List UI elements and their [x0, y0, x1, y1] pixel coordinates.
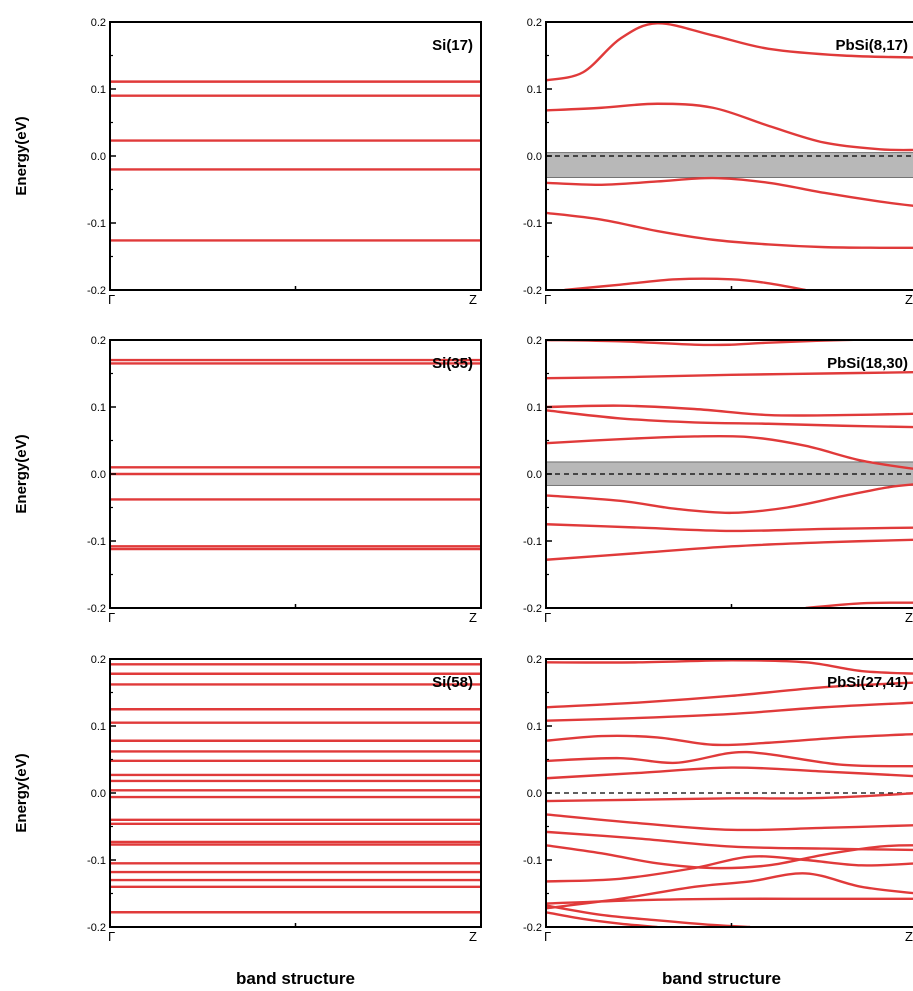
plot-area: [110, 358, 481, 551]
band-line-3: [546, 404, 913, 417]
band-line-13: [546, 897, 913, 905]
panel-4: 0.2 0.1 0.0 -0.1 -0.2Γ Z PbSi(18,30): [523, 335, 913, 625]
band-line-12: [546, 872, 913, 910]
band-line-1: [546, 340, 909, 347]
band-line-1: [546, 659, 913, 675]
y-tick-label: -0.2: [523, 285, 542, 297]
y-tick-label: -0.2: [87, 285, 106, 297]
kpoint-label-gamma: Γ: [544, 929, 551, 944]
kpoint-label-z: Z: [469, 610, 477, 625]
band-line-4: [546, 409, 913, 429]
y-tick-label: -0.1: [523, 536, 542, 548]
band-line-1: [546, 22, 913, 82]
x-axis-title: band structure: [236, 969, 355, 988]
y-tick-label: 0.2: [91, 335, 106, 347]
y-tick-label: 0.2: [91, 17, 106, 29]
plot-area: [546, 659, 913, 927]
y-tick-label: 0.1: [91, 84, 106, 96]
band-line-2: [546, 681, 913, 709]
y-tick-label: 0.2: [91, 654, 106, 666]
y-tick-label: 0.2: [527, 17, 542, 29]
band-line-8: [546, 538, 913, 561]
band-line-5: [564, 277, 806, 290]
band-line-15: [546, 911, 658, 927]
kpoint-label-gamma: Γ: [108, 610, 115, 625]
y-tick-label: 0.0: [527, 151, 542, 163]
y-tick-label: 0.0: [91, 788, 106, 800]
band-line-3: [546, 701, 913, 722]
y-tick-label: -0.2: [523, 603, 542, 615]
band-line-7: [546, 792, 913, 803]
axes-frame: [109, 21, 482, 291]
kpoint-label-z: Z: [905, 292, 913, 307]
band-line-11: [546, 855, 913, 883]
band-line-2: [546, 371, 913, 380]
panel-3: 0.2 0.1 0.0 -0.1 -0.2Γ Z Si(35) Energy(eV): [13, 335, 482, 625]
gap-band: [546, 152, 913, 178]
panel-5: 0.2 0.1 0.0 -0.1 -0.2Γ Z Si(58) Energy(eV) band …: [13, 654, 482, 988]
y-tick-label: 0.0: [527, 469, 542, 481]
kpoint-label-z: Z: [469, 929, 477, 944]
kpoint-label-z: Z: [905, 610, 913, 625]
y-axis-title: Energy(eV): [13, 434, 30, 513]
panel-label: PbSi(8,17): [835, 37, 908, 54]
y-tick-label: -0.1: [523, 855, 542, 867]
band-line-9: [546, 830, 913, 852]
band-line-2: [546, 102, 913, 152]
y-tick-label: 0.1: [527, 721, 542, 733]
y-tick-label: 0.0: [91, 469, 106, 481]
kpoint-label-z: Z: [905, 929, 913, 944]
y-tick-label: -0.2: [523, 922, 542, 934]
band-line-6: [546, 483, 913, 515]
kpoint-label-gamma: Γ: [544, 610, 551, 625]
band-line-5: [546, 434, 913, 470]
kpoint-label-z: Z: [469, 292, 477, 307]
y-tick-label: 0.2: [527, 335, 542, 347]
band-line-10: [546, 844, 913, 870]
y-tick-label: 0.0: [91, 151, 106, 163]
band-line-4: [546, 211, 913, 250]
panel-1: 0.2 0.1 0.0 -0.1 -0.2Γ Z Si(17) Energy(eV): [13, 17, 482, 307]
band-line-6: [546, 766, 913, 780]
y-tick-label: -0.2: [87, 603, 106, 615]
panel-6: 0.2 0.1 0.0 -0.1 -0.2Γ Z PbSi(27,41) band struc…: [523, 654, 913, 988]
y-tick-label: -0.2: [87, 922, 106, 934]
panel-label: PbSi(18,30): [827, 355, 908, 372]
y-tick-label: -0.1: [523, 218, 542, 230]
band-line-4: [546, 733, 913, 747]
panel-label: Si(35): [432, 355, 473, 372]
y-tick-label: -0.1: [87, 536, 106, 548]
panel-label: Si(17): [432, 37, 473, 54]
y-tick-label: -0.1: [87, 855, 106, 867]
kpoint-label-gamma: Γ: [108, 292, 115, 307]
kpoint-label-gamma: Γ: [544, 292, 551, 307]
y-tick-label: 0.2: [527, 654, 542, 666]
y-tick-label: 0.1: [91, 402, 106, 414]
y-tick-label: 0.1: [527, 402, 542, 414]
plot-area: [546, 340, 913, 608]
band-line-8: [546, 813, 913, 832]
band-line-9: [805, 601, 913, 608]
y-axis-title: Energy(eV): [13, 116, 30, 195]
band-line-14: [546, 904, 751, 927]
y-tick-label: 0.1: [527, 84, 542, 96]
x-axis-title: band structure: [662, 969, 781, 988]
plot-area: [110, 80, 481, 242]
band-line-7: [546, 523, 913, 533]
plot-area: [546, 22, 913, 290]
y-tick-label: 0.1: [91, 721, 106, 733]
panel-label: Si(58): [432, 674, 473, 691]
kpoint-label-gamma: Γ: [108, 929, 115, 944]
y-tick-label: 0.0: [527, 788, 542, 800]
band-line-5: [546, 750, 913, 768]
y-tick-label: -0.1: [87, 218, 106, 230]
y-axis-title: Energy(eV): [13, 753, 30, 832]
panel-label: PbSi(27,41): [827, 674, 908, 691]
band-line-3: [546, 176, 913, 207]
panel-2: 0.2 0.1 0.0 -0.1 -0.2Γ Z PbSi(8,17): [523, 17, 913, 307]
plot-area: [110, 663, 481, 914]
